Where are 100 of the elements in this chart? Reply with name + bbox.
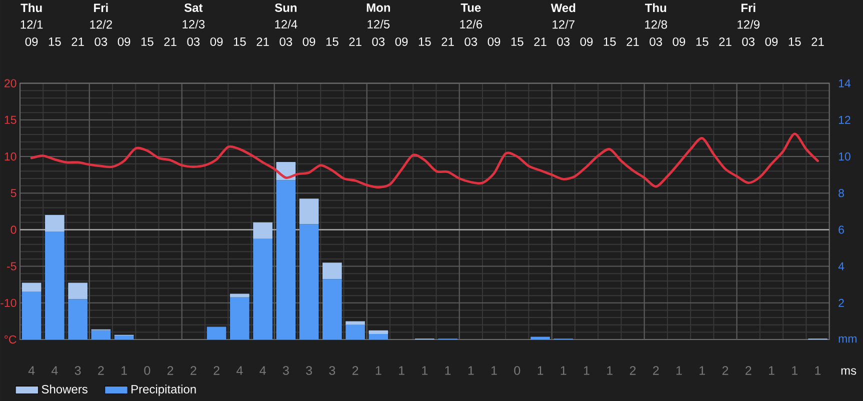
- data-label: 2: [98, 366, 104, 375]
- data-label: 4: [52, 366, 58, 375]
- data-label: 4: [260, 366, 266, 375]
- x2-tick-label: Fri 12/9: [738, 3, 760, 29]
- y2-tick-label: 14: [838, 79, 851, 88]
- x-tick-label: 03: [464, 37, 478, 46]
- x-tick-label: 15: [141, 38, 154, 46]
- x-tick-label: 03: [187, 37, 200, 46]
- x2-tick-label: Mon 12/5: [366, 4, 390, 28]
- data-label: 1: [122, 366, 127, 375]
- y2-tick-label: 8: [838, 189, 844, 198]
- y2-tick-label: 6: [838, 226, 844, 234]
- bar: [22, 292, 42, 340]
- data-label: 1: [700, 366, 705, 375]
- data-label: 2: [167, 366, 174, 375]
- y2-tick-label: 2: [838, 298, 844, 307]
- y-tick-label: °C: [4, 335, 16, 344]
- x2-tick-label: Wed 12/7: [550, 3, 576, 29]
- bar: [346, 321, 365, 325]
- x-tick-label: 21: [534, 38, 546, 46]
- data-label: 1: [538, 366, 544, 375]
- x-tick-label: 15: [48, 38, 61, 46]
- data-label: 1: [815, 366, 821, 375]
- bar: [368, 334, 388, 340]
- data-label: 1: [768, 366, 774, 375]
- bar: [530, 336, 550, 340]
- data-label: 1: [376, 366, 382, 375]
- data-label: 2: [214, 366, 220, 375]
- y-tick-label: 10: [4, 152, 16, 161]
- data-label: 1: [399, 366, 404, 375]
- bar: [91, 330, 111, 340]
- x-tick-label: 15: [418, 38, 431, 46]
- x2-tick-label: Sat 12/3: [182, 3, 205, 29]
- x-tick-label: 09: [765, 37, 778, 46]
- legend-label: Showers: [42, 384, 88, 394]
- text: ms: [841, 368, 856, 375]
- y-tick-label: -10: [0, 298, 16, 307]
- x-tick-label: 03: [94, 37, 108, 46]
- y-tick-label: -5: [7, 262, 16, 270]
- x-tick-label: 03: [372, 37, 385, 46]
- data-label: 2: [653, 366, 659, 375]
- data-label: 3: [74, 366, 81, 375]
- x2-tick-label: Tue 12/6: [460, 4, 482, 28]
- bar: [68, 282, 88, 300]
- data-label: 0: [144, 366, 150, 375]
- x-tick-label: 03: [742, 37, 755, 46]
- data-label: 1: [492, 366, 497, 375]
- x2-tick-label: Thu 12/1: [20, 3, 43, 29]
- data-label: 1: [792, 366, 798, 375]
- data-label: 4: [236, 366, 243, 375]
- x-tick-label: 21: [72, 38, 84, 46]
- data-label: 3: [306, 366, 312, 375]
- bar: [114, 336, 134, 340]
- x-tick-label: 09: [210, 37, 223, 46]
- x-tick-label: 21: [349, 38, 362, 46]
- y-tick-label: 15: [4, 116, 16, 124]
- x-tick-label: 21: [812, 38, 824, 46]
- data-label: 1: [445, 366, 451, 375]
- line-series: [30, 132, 819, 188]
- x-tick-label: 03: [557, 37, 570, 46]
- bar: [253, 222, 272, 239]
- x-tick-label: 09: [118, 37, 130, 46]
- y-tick-label: 20: [4, 79, 16, 88]
- x-tick-label: 21: [626, 38, 639, 46]
- data-label: 1: [468, 366, 474, 375]
- x-tick-label: 21: [164, 38, 176, 46]
- bar: [253, 238, 272, 340]
- bar: [45, 232, 64, 340]
- y2-tick-label: 12: [838, 116, 850, 124]
- x-tick-label: 03: [280, 37, 292, 46]
- data-label: 2: [190, 366, 196, 375]
- x-tick-label: 15: [788, 38, 801, 46]
- bar: [230, 297, 250, 340]
- bar: [68, 299, 88, 340]
- x-tick-label: 15: [326, 38, 338, 46]
- data-label: 1: [676, 366, 682, 375]
- data-label: 4: [28, 366, 35, 375]
- x-tick-label: 09: [395, 37, 408, 46]
- x-tick-label: 21: [719, 38, 732, 46]
- x-tick-label: 21: [256, 38, 269, 46]
- x-tick-label: 15: [604, 38, 616, 46]
- data-label: 2: [352, 366, 358, 375]
- y2-tick-label: 10: [838, 152, 850, 161]
- bar: [299, 224, 319, 340]
- y-tick-label: 0: [10, 226, 16, 234]
- data-label: 2: [746, 366, 752, 375]
- data-label: 3: [329, 366, 336, 375]
- x-tick-label: 09: [672, 37, 686, 46]
- data-label: 1: [560, 366, 566, 375]
- data-label: 1: [584, 366, 590, 375]
- x-tick-label: 09: [580, 37, 593, 46]
- y-tick-label: 5: [10, 189, 16, 198]
- x-tick-label: 09: [488, 37, 500, 46]
- legend-label: Precipitation: [132, 384, 196, 396]
- x-tick-label: 15: [696, 38, 708, 46]
- data-label: 1: [607, 366, 612, 375]
- x-tick-label: 21: [442, 38, 454, 46]
- data-label: 2: [630, 366, 636, 375]
- x2-tick-label: Sun 12/4: [274, 3, 298, 29]
- bar: [322, 262, 342, 280]
